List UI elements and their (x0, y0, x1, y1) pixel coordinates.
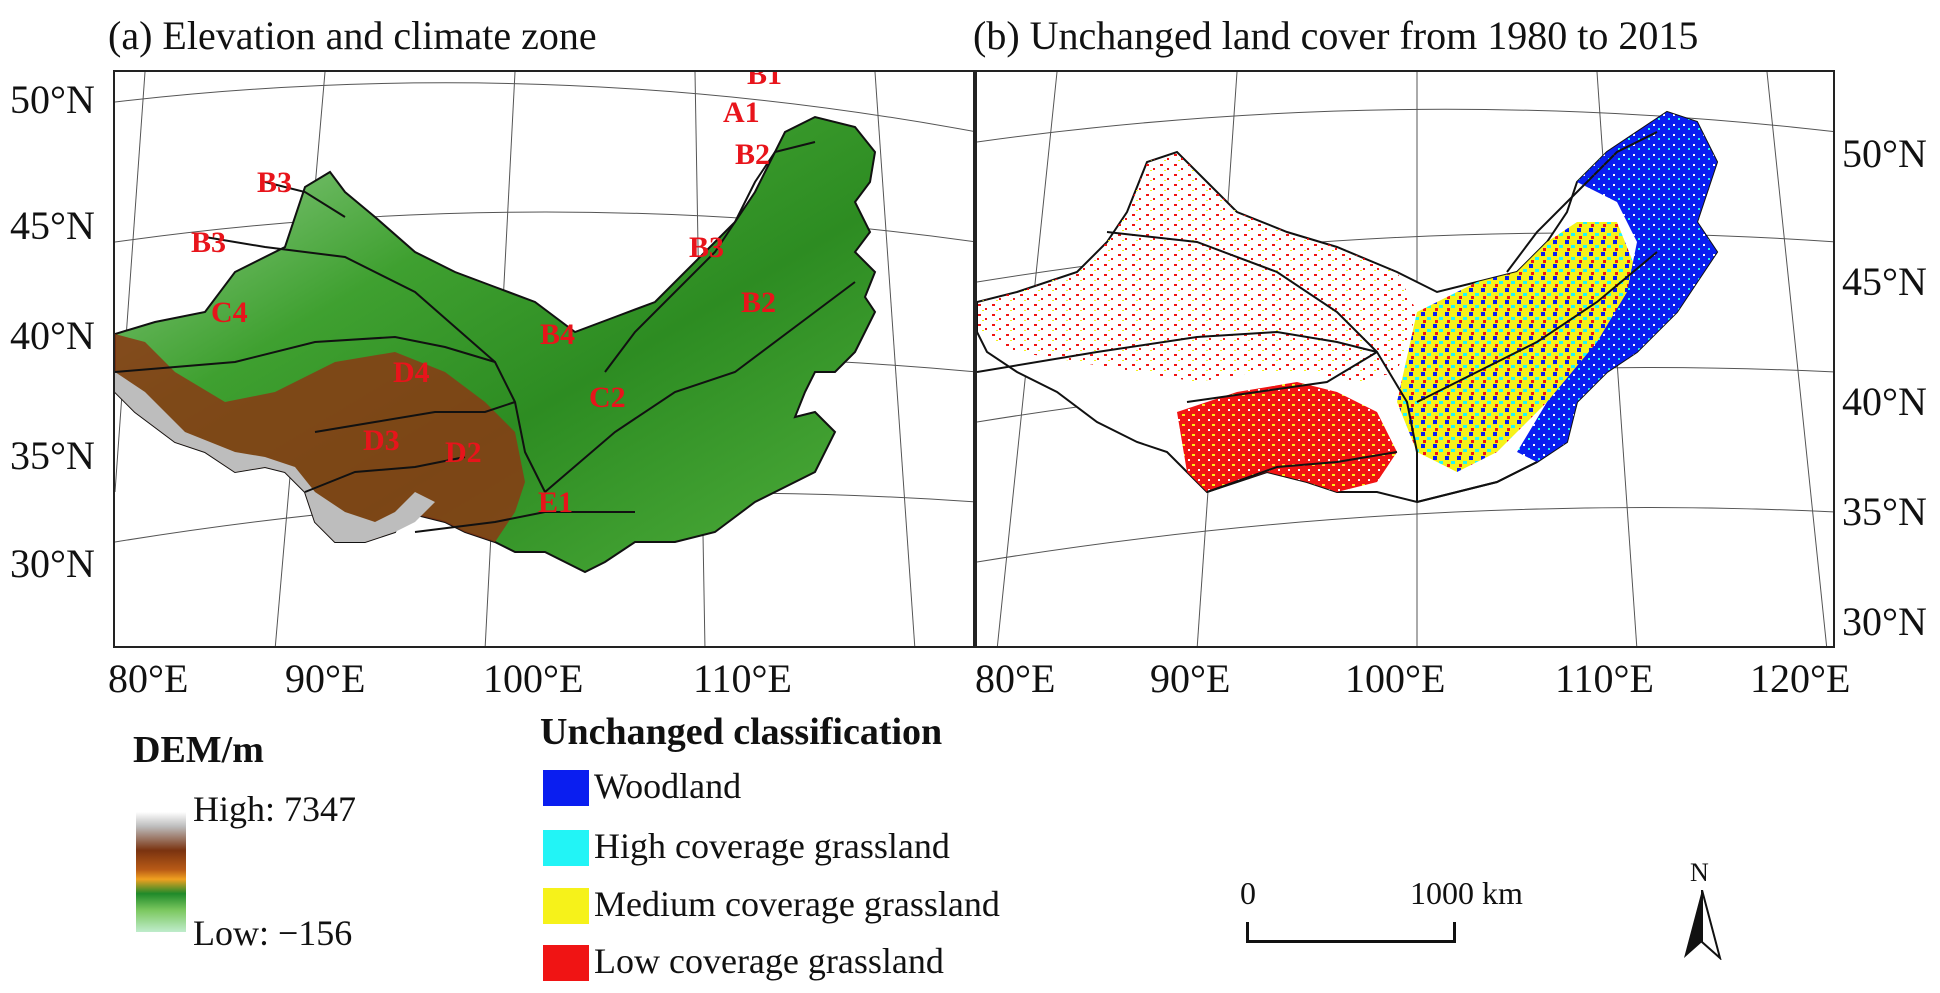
scale-bar-tick-right (1453, 922, 1456, 943)
zone-label: B4 (540, 318, 575, 351)
a-lat-label: 30°N (10, 541, 95, 586)
high-grassland-swatch (543, 830, 589, 866)
woodland-swatch (543, 770, 589, 806)
scale-bar-line (1246, 940, 1456, 943)
dem-low-label: Low: −156 (193, 913, 353, 953)
b-lat-label: 30°N (1842, 599, 1927, 644)
a-lon-label: 90°E (285, 656, 366, 701)
a-lon-label: 80°E (108, 656, 189, 701)
woodland-label: Woodland (594, 766, 742, 806)
dem-high-label: High: 7347 (193, 789, 357, 829)
north-label: N (1690, 858, 1709, 887)
scale-bar-tick-left (1246, 922, 1249, 943)
zone-label: B3 (191, 226, 226, 259)
scale-bar (1246, 900, 1456, 950)
a-lat-label: 35°N (10, 433, 95, 478)
sparse-cover (977, 152, 1417, 382)
b-lat-label: 40°N (1842, 379, 1927, 424)
class-legend-title: Unchanged classification (540, 711, 943, 753)
b-lon-label: 110°E (1555, 656, 1654, 701)
low-grassland-swatch (543, 945, 589, 981)
zone-label: B3 (689, 231, 724, 264)
a-lat-label: 45°N (10, 203, 95, 248)
zone-boundaries (115, 141, 856, 533)
zone-label: B1 (747, 72, 782, 91)
zone-label: A1 (723, 96, 760, 129)
scale-end-label: 1000 km (1410, 875, 1523, 911)
a-lon-label: 110°E (693, 656, 792, 701)
zone-labels: B1 A1 B2 B3 B3 B3 C4 B4 D4 C2 D3 D2 E1 B… (191, 72, 782, 519)
panel-a-map: B1 A1 B2 B3 B3 B3 C4 B4 D4 C2 D3 D2 E1 B… (113, 70, 975, 648)
b-lon-label: 90°E (1150, 656, 1231, 701)
woodland-area (1517, 112, 1717, 462)
red-grassland-area (1177, 382, 1397, 492)
panel-b-svg (977, 72, 1833, 646)
b-lat-label: 35°N (1842, 489, 1927, 534)
b-lon-label: 100°E (1345, 656, 1446, 701)
scale-start-label: 0 (1240, 875, 1256, 911)
dem-color-ramp (136, 812, 186, 932)
high-mountains (115, 372, 435, 542)
panel-a-title: (a) Elevation and climate zone (108, 13, 597, 58)
high-grassland-label: High coverage grassland (594, 826, 950, 866)
a-lat-label: 40°N (10, 313, 95, 358)
a-lon-label: 100°E (483, 656, 584, 701)
zone-label: D2 (445, 436, 482, 469)
medium-grassland-label: Medium coverage grassland (594, 884, 1000, 924)
zone-label: C2 (589, 381, 626, 414)
b-lat-label: 50°N (1842, 131, 1927, 176)
zone-label: E1 (538, 486, 573, 519)
zone-boundaries (977, 131, 1658, 503)
zone-label: D3 (363, 424, 400, 457)
zone-label: D4 (393, 356, 430, 389)
low-grassland-label: Low coverage grassland (594, 941, 944, 981)
dem-legend-title: DEM/m (133, 729, 264, 771)
panel-b-map (975, 70, 1835, 648)
plateau-area (115, 334, 525, 542)
zone-label: C4 (211, 296, 248, 329)
medium-grassland-swatch (543, 888, 589, 924)
panel-a-svg: B1 A1 B2 B3 B3 B3 C4 B4 D4 C2 D3 D2 E1 B… (115, 72, 973, 646)
panel-b-title: (b) Unchanged land cover from 1980 to 20… (973, 13, 1699, 58)
a-lat-label: 50°N (10, 77, 95, 122)
b-lat-label: 45°N (1842, 259, 1927, 304)
mixed-grassland-area (1397, 222, 1637, 472)
zone-label: B2 (735, 138, 770, 171)
north-arrow-icon (1684, 890, 1722, 960)
zone-label: B3 (257, 166, 292, 199)
b-lon-label: 80°E (975, 656, 1056, 701)
zone-label: B2 (741, 286, 776, 319)
b-lon-label: 120°E (1750, 656, 1851, 701)
